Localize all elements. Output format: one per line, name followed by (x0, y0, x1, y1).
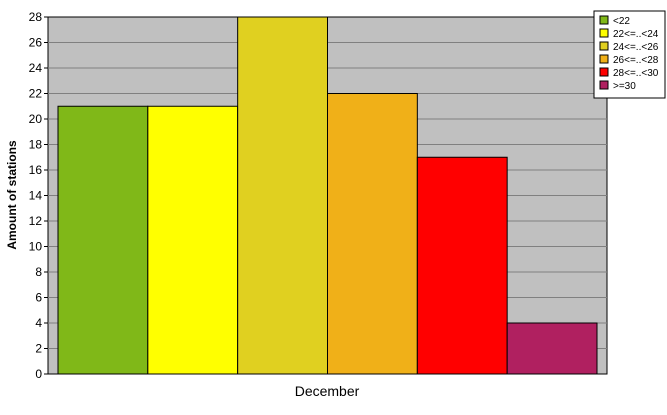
legend-label: <22 (613, 16, 630, 27)
legend-label: 22<=..<24 (613, 29, 659, 40)
x-category-label: December (295, 383, 360, 399)
y-tick-label: 10 (29, 240, 43, 254)
y-tick-label: 6 (35, 291, 42, 305)
bars (57, 16, 598, 375)
legend-swatch (599, 54, 609, 64)
legend-label: >=30 (613, 81, 636, 92)
y-tick-label: 4 (35, 316, 42, 330)
bar-2 (147, 105, 239, 375)
bar-3 (237, 16, 329, 375)
bar-1 (57, 105, 149, 375)
legend-swatch (599, 67, 609, 77)
bar-6 (506, 322, 598, 375)
y-tick-label: 2 (35, 342, 42, 356)
bar-4 (327, 93, 418, 375)
y-tick-label: 18 (29, 138, 43, 152)
y-tick-label: 20 (29, 112, 43, 126)
y-tick-label: 26 (29, 36, 43, 50)
y-tick-label: 14 (29, 189, 43, 203)
y-tick-label: 16 (29, 163, 43, 177)
legend-swatch (599, 41, 609, 51)
legend-swatch (599, 15, 609, 25)
y-tick-label: 22 (29, 87, 43, 101)
y-axis-label: Amount of stations (5, 140, 19, 250)
legend-swatch (599, 80, 609, 90)
legend: <22 22<=..<24 24<=..<26 26<=..<28 28<=..<30 >… (593, 10, 666, 99)
bar-5 (416, 156, 508, 375)
legend-swatch (599, 28, 609, 38)
y-tick-label: 0 (35, 367, 42, 381)
legend-label: 24<=..<26 (613, 42, 659, 53)
y-tick-label: 8 (35, 265, 42, 279)
legend-label: 28<=..<30 (613, 68, 659, 79)
y-tick-label: 12 (29, 214, 43, 228)
y-tick-label: 28 (29, 10, 43, 24)
y-tick-label: 24 (29, 61, 43, 75)
legend-label: 26<=..<28 (613, 55, 659, 66)
